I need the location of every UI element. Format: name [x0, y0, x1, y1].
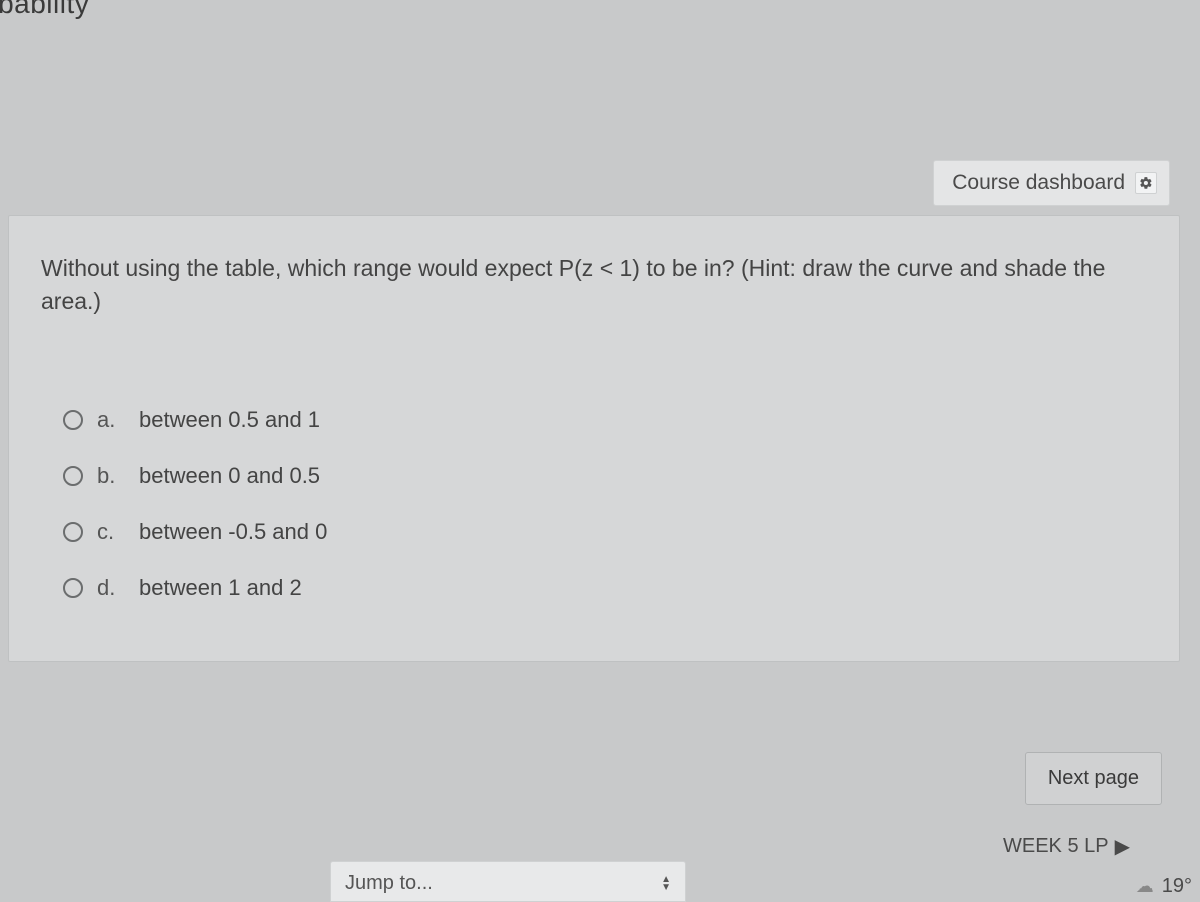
answer-letter: a.	[97, 407, 125, 433]
radio-icon[interactable]	[63, 466, 83, 486]
answer-letter: d.	[97, 575, 125, 601]
course-dashboard-button[interactable]: Course dashboard	[933, 160, 1170, 206]
answer-option-c[interactable]: c. between -0.5 and 0	[63, 519, 1147, 545]
week-link[interactable]: WEEK 5 LP ▶	[1003, 834, 1130, 859]
temperature-value: 19°	[1162, 875, 1192, 898]
answer-option-a[interactable]: a. between 0.5 and 1	[63, 407, 1147, 433]
answer-letter: c.	[97, 519, 125, 545]
radio-icon[interactable]	[63, 522, 83, 542]
radio-icon[interactable]	[63, 578, 83, 598]
stepper-icon[interactable]: ▲▼	[661, 876, 671, 892]
answer-option-b[interactable]: b. between 0 and 0.5	[63, 463, 1147, 489]
weather-widget[interactable]: ☁ 19°	[1136, 875, 1192, 898]
answer-text: between 0.5 and 1	[139, 407, 320, 433]
cloud-icon: ☁	[1136, 876, 1154, 897]
answer-text: between 1 and 2	[139, 575, 302, 601]
gear-icon[interactable]	[1135, 172, 1157, 194]
jump-to-select[interactable]: Jump to... ▲▼	[330, 861, 686, 902]
page-title-fragment: obability	[0, 0, 89, 20]
radio-icon[interactable]	[63, 410, 83, 430]
course-dashboard-label: Course dashboard	[952, 171, 1125, 195]
question-card: Without using the table, which range wou…	[8, 215, 1180, 662]
week-link-label: WEEK 5 LP	[1003, 835, 1109, 858]
jump-to-label: Jump to...	[345, 872, 433, 895]
answer-text: between 0 and 0.5	[139, 463, 320, 489]
chevron-right-icon: ▶	[1115, 834, 1130, 859]
answer-letter: b.	[97, 463, 125, 489]
next-page-button[interactable]: Next page	[1025, 752, 1162, 805]
answer-option-d[interactable]: d. between 1 and 2	[63, 575, 1147, 601]
answer-text: between -0.5 and 0	[139, 519, 327, 545]
answer-list: a. between 0.5 and 1 b. between 0 and 0.…	[41, 407, 1147, 601]
question-text: Without using the table, which range wou…	[41, 252, 1147, 319]
